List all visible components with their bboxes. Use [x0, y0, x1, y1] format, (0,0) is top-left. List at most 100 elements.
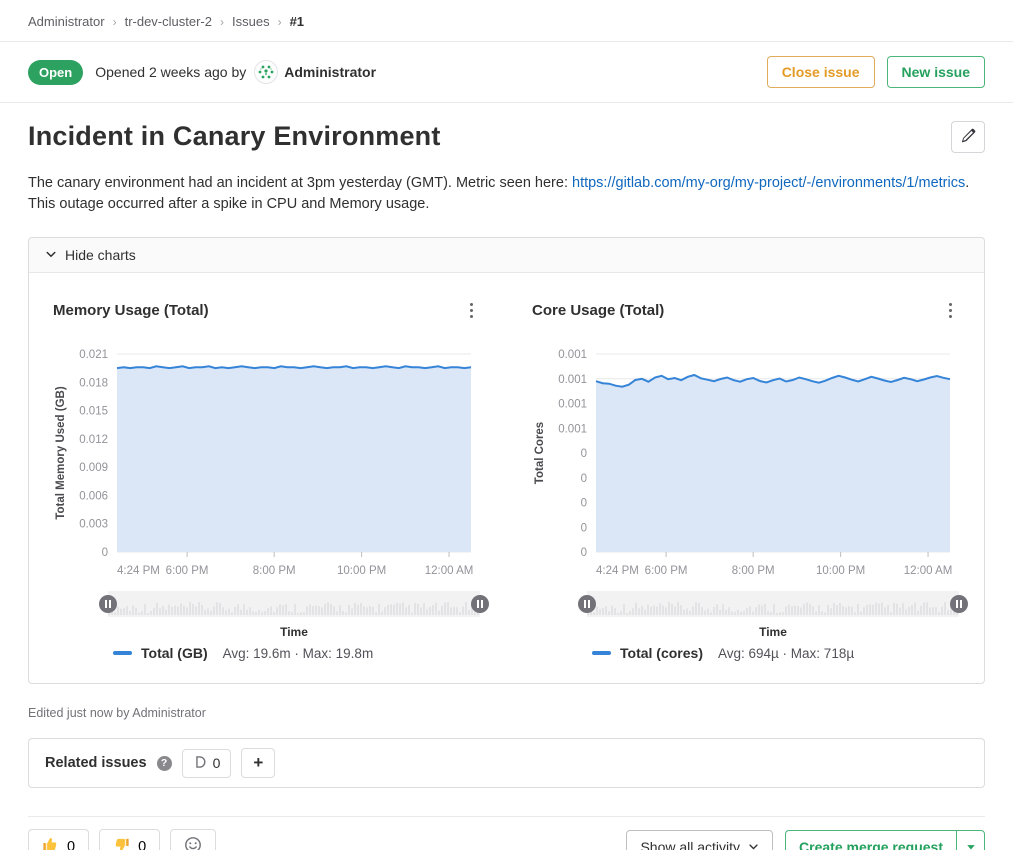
caret-down-icon: [966, 844, 975, 849]
description-text: The canary environment had an incident a…: [28, 175, 572, 191]
svg-text:0: 0: [102, 547, 108, 559]
series-stats: Avg: 19.6m · Max: 19.8m: [222, 645, 374, 661]
smiley-icon: [184, 836, 202, 850]
svg-text:0.009: 0.009: [79, 462, 108, 474]
issue-footer: 0 0 Show all activity Create merge reque…: [0, 817, 1013, 850]
svg-text:0: 0: [581, 547, 587, 559]
svg-text:0.021: 0.021: [79, 349, 108, 361]
chart-title: Memory Usage (Total): [53, 302, 209, 319]
add-reaction-button[interactable]: [170, 829, 217, 850]
metrics-charts-panel: Hide charts Memory Usage (Total) 0.021 0.…: [28, 237, 985, 684]
create-merge-request-button[interactable]: Create merge request: [785, 830, 956, 850]
page-title: Incident in Canary Environment: [28, 121, 441, 151]
x-axis-title: Time: [280, 625, 308, 639]
breadcrumb-item-project[interactable]: tr-dev-cluster-2: [124, 14, 212, 29]
series-swatch: [113, 651, 132, 655]
breadcrumb: Administrator › tr-dev-cluster-2 › Issue…: [0, 0, 1013, 41]
issue-status-bar: Open Opened 2 weeks ago by Administrator…: [0, 42, 1013, 102]
merge-request-dropdown-toggle[interactable]: [956, 830, 985, 850]
core-usage-chart: Core Usage (Total) 0.001 0.001 0.001 0.001 0…: [532, 299, 968, 661]
svg-text:0: 0: [581, 448, 587, 460]
chart-legend[interactable]: Total (GB) Avg: 19.6m · Max: 19.8m: [113, 645, 481, 661]
svg-text:0.001: 0.001: [558, 349, 587, 361]
chevron-down-icon: [45, 247, 57, 263]
series-stats: Avg: 694µ · Max: 718µ: [717, 645, 855, 661]
pencil-icon: [960, 128, 976, 147]
series-name: Total (cores): [620, 645, 703, 661]
brush-minimap: [108, 591, 480, 617]
chevron-right-icon: ›: [220, 14, 224, 29]
x-axis-title: Time: [759, 625, 787, 639]
related-issues-section: Related issues ? 0 +: [28, 738, 985, 788]
slider-handle-right[interactable]: [471, 595, 489, 613]
svg-text:4:24 PM: 4:24 PM: [596, 565, 639, 577]
related-issues-count-badge[interactable]: 0: [181, 748, 232, 778]
kebab-menu-icon[interactable]: [941, 299, 960, 322]
thumbs-up-icon: [42, 836, 59, 850]
thumbs-down-icon: [113, 836, 130, 850]
breadcrumb-item-group[interactable]: Administrator: [28, 14, 105, 29]
chart-zoom-slider[interactable]: [99, 591, 489, 617]
chart-title: Core Usage (Total): [532, 302, 665, 319]
svg-text:10:00 PM: 10:00 PM: [337, 565, 386, 577]
new-issue-button[interactable]: New issue: [886, 56, 985, 88]
svg-text:0.018: 0.018: [79, 377, 108, 389]
chart-legend[interactable]: Total (cores) Avg: 694µ · Max: 718µ: [592, 645, 960, 661]
svg-text:8:00 PM: 8:00 PM: [253, 565, 296, 577]
thumbs-up-count: 0: [67, 838, 76, 850]
chevron-down-icon: [748, 839, 759, 850]
svg-text:0.006: 0.006: [79, 490, 108, 502]
issue-description: The canary environment had an incident a…: [0, 155, 1013, 215]
help-icon[interactable]: ?: [156, 755, 172, 771]
chart-plot: 0.001 0.001 0.001 0.001 0 0 0 0 0 4:24 PM 6:00 PM 8…: [534, 349, 952, 577]
status-badge: Open: [28, 59, 84, 85]
close-issue-button[interactable]: Close issue: [766, 56, 875, 88]
activity-filter-label: Show all activity: [640, 838, 741, 850]
thumbs-up-button[interactable]: 0: [28, 829, 90, 850]
chevron-right-icon: ›: [277, 14, 282, 29]
issue-type-icon: [193, 755, 207, 772]
hide-charts-toggle[interactable]: Hide charts: [29, 238, 984, 273]
brush-minimap: [587, 591, 959, 617]
svg-text:0.003: 0.003: [79, 519, 108, 531]
thumbs-down-button[interactable]: 0: [99, 829, 161, 850]
activity-filter-dropdown[interactable]: Show all activity: [626, 830, 774, 850]
svg-text:0: 0: [581, 498, 587, 510]
svg-text:Total Cores: Total Cores: [534, 422, 546, 484]
svg-text:0.001: 0.001: [558, 423, 587, 435]
breadcrumb-current-issue: #1: [289, 14, 305, 29]
slider-handle-right[interactable]: [950, 595, 968, 613]
svg-text:10:00 PM: 10:00 PM: [816, 565, 865, 577]
series-swatch: [592, 651, 611, 655]
edit-title-button[interactable]: [951, 121, 985, 153]
svg-text:4:24 PM: 4:24 PM: [117, 565, 160, 577]
description-period: .: [965, 175, 970, 191]
svg-text:0.015: 0.015: [79, 406, 108, 418]
svg-text:0.012: 0.012: [79, 434, 108, 446]
avatar[interactable]: [254, 60, 279, 84]
related-issues-count: 0: [212, 755, 221, 771]
slider-handle-left[interactable]: [99, 595, 117, 613]
svg-text:0: 0: [581, 473, 587, 485]
svg-text:0: 0: [581, 522, 587, 534]
create-merge-request-split-button: Create merge request: [785, 830, 985, 850]
breadcrumb-item-issues[interactable]: Issues: [232, 14, 270, 29]
author-name[interactable]: Administrator: [284, 64, 377, 80]
edited-note: Edited just now by Administrator: [28, 706, 206, 720]
chart-plot: 0.021 0.018 0.015 0.012 0.009 0.006 0.003 0 4:24…: [55, 349, 473, 577]
chevron-right-icon: ›: [112, 14, 117, 29]
svg-text:0.001: 0.001: [558, 399, 587, 411]
svg-text:Total Memory Used (GB): Total Memory Used (GB): [55, 386, 67, 519]
description-line2: This outage occurred after a spike in CP…: [28, 196, 430, 212]
slider-handle-left[interactable]: [578, 595, 596, 613]
svg-text:6:00 PM: 6:00 PM: [166, 565, 209, 577]
memory-usage-chart: Memory Usage (Total) 0.021 0.018 0.015 0.01…: [53, 299, 489, 661]
kebab-menu-icon[interactable]: [462, 299, 481, 322]
chart-zoom-slider[interactable]: [578, 591, 968, 617]
hide-charts-label: Hide charts: [65, 247, 136, 263]
thumbs-down-count: 0: [138, 838, 147, 850]
metrics-link[interactable]: https://gitlab.com/my-org/my-project/-/e…: [572, 175, 966, 191]
add-related-issue-button[interactable]: +: [241, 748, 276, 778]
related-issues-label: Related issues: [45, 755, 147, 771]
svg-text:0.001: 0.001: [558, 374, 587, 386]
